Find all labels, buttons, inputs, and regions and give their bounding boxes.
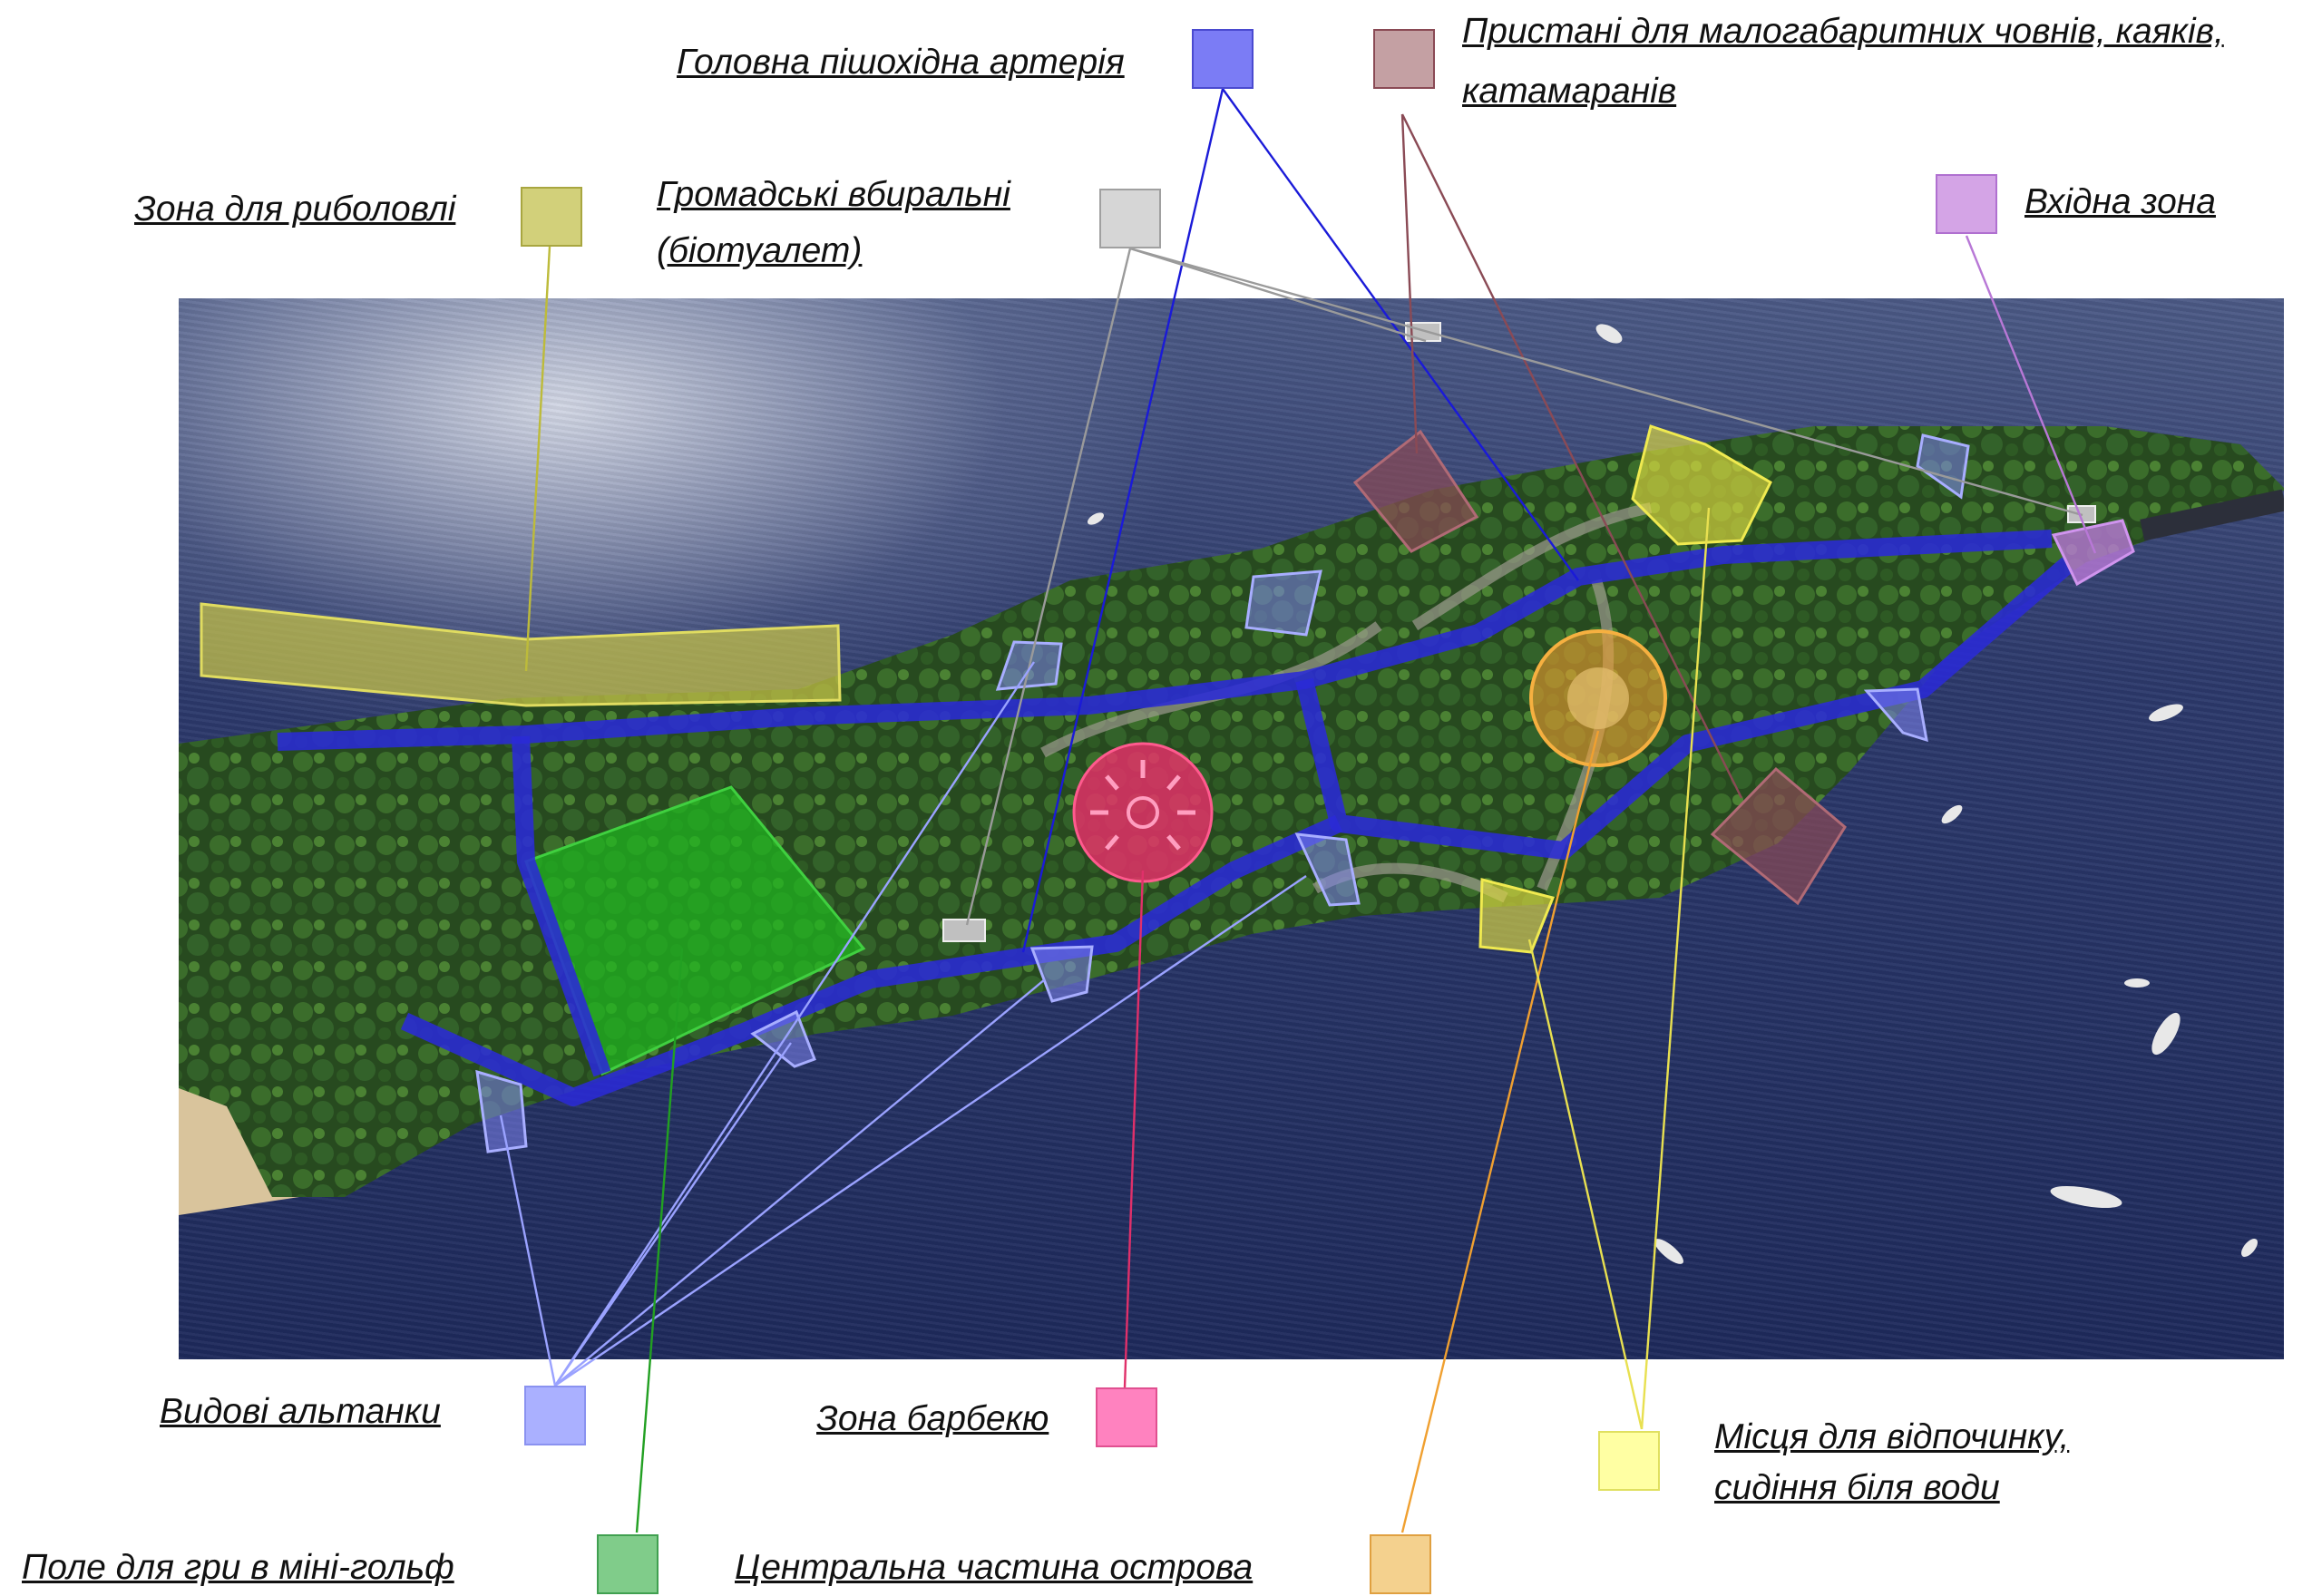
seating-area-north [1631, 424, 1772, 546]
island-center-core [1567, 667, 1629, 729]
boat-pier-south [1710, 766, 1847, 906]
legend-swatch-public-toilets [1099, 189, 1161, 248]
boat-pier-north [1352, 429, 1479, 553]
legend-label-boat-piers-line1: Пристані для малогабаритних човнів, каяк… [1462, 12, 2224, 51]
legend-label-seating-areas-line1: Місця для відпочинку, [1714, 1417, 2070, 1456]
bbq-grill-marks [1090, 760, 1195, 851]
legend-swatch-pedestrian-artery [1192, 29, 1254, 89]
leader-lines [499, 88, 2097, 1533]
bbq-center [1127, 796, 1159, 829]
legend-swatch-entrance-zone [1936, 174, 1997, 234]
legend-label-mini-golf: Поле для гри в міні-гольф [22, 1548, 454, 1587]
legend-swatch-island-center [1370, 1534, 1431, 1594]
legend-swatch-fishing-zone [521, 187, 582, 247]
legend-label-island-center: Центральна частина острова [735, 1548, 1254, 1587]
legend-swatch-bbq-zone [1096, 1387, 1157, 1447]
boats [1087, 324, 2258, 1264]
legend-label-seating-areas-line2: сидіння біля води [1714, 1468, 2000, 1507]
legend-label-public-toilets-line2: (біотуалет) [657, 231, 863, 270]
legend-label-entrance-zone: Вхідна зона [2024, 182, 2216, 221]
toilet-marker-south [942, 919, 986, 942]
legend-swatch-viewing-gazebos [524, 1386, 586, 1445]
legend-swatch-boat-piers [1373, 29, 1435, 89]
legend-label-bbq-zone: Зона барбекю [816, 1399, 1049, 1438]
fishing-zone-area [200, 602, 842, 707]
legend-label-viewing-gazebos: Видові альтанки [160, 1392, 441, 1431]
pedestrian-artery-paths [277, 530, 2074, 1106]
entrance-zone-area [2051, 519, 2135, 587]
legend-label-fishing-zone: Зона для риболовлі [134, 190, 456, 229]
legend-label-pedestrian-artery: Головна пішохідна артерія [677, 43, 1125, 82]
legend-label-public-toilets-line1: Громадські вбиральні [657, 175, 1010, 214]
bridge [2140, 489, 2284, 541]
legend-label-boat-piers-line2: катамаранів [1462, 72, 1677, 111]
legend-swatch-mini-golf [597, 1534, 659, 1594]
legend-swatch-seating-areas [1598, 1431, 1660, 1491]
